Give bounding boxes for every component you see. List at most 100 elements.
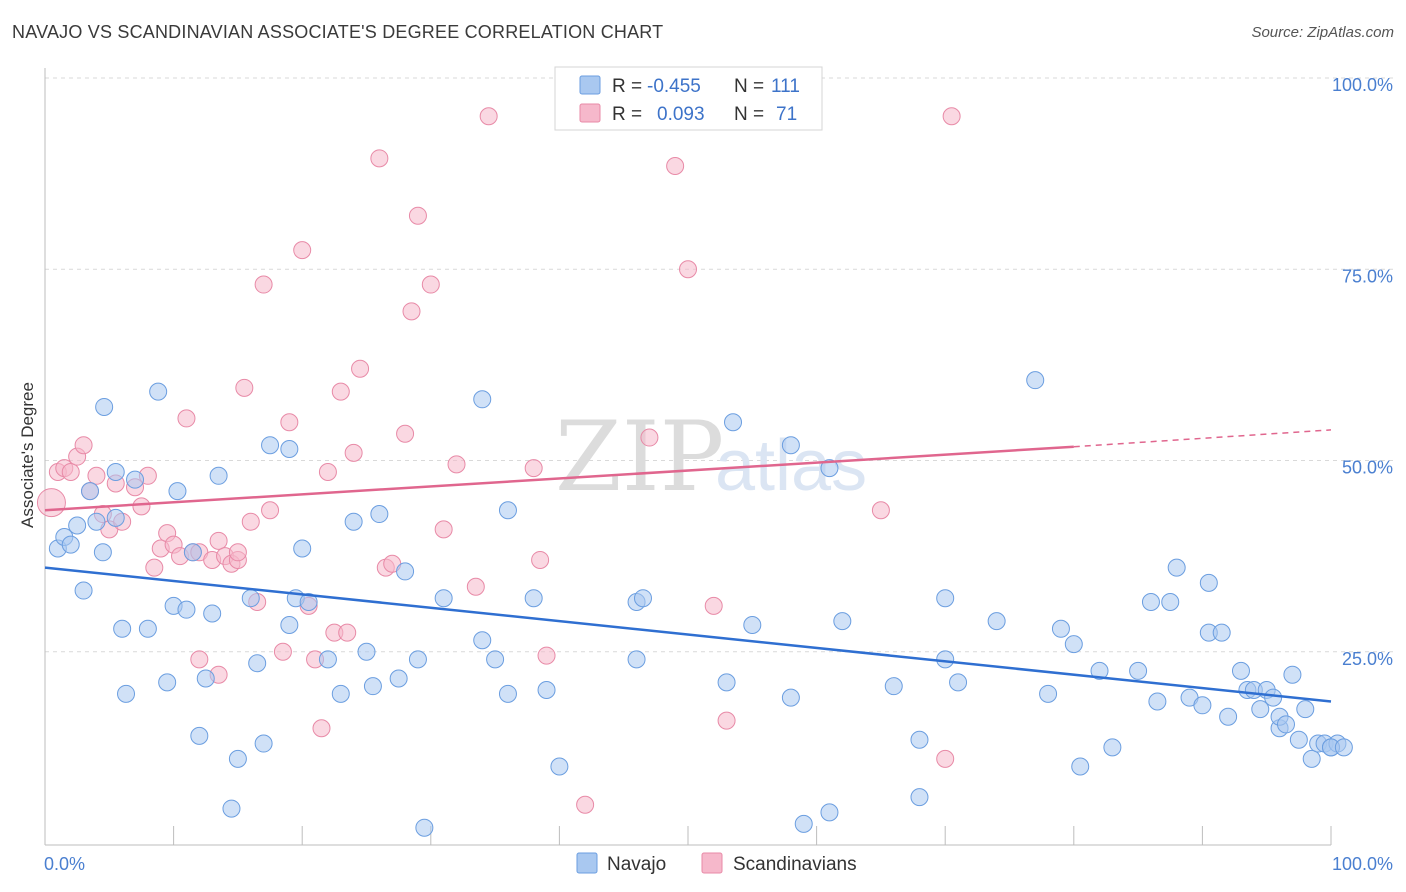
data-point [871,501,890,520]
trend-line-navajo [44,566,1332,703]
data-point [36,488,66,518]
y-tick-label: 50.0% [1342,458,1393,478]
data-point [717,711,736,730]
data-point [531,550,550,569]
data-point [241,512,260,531]
data-point [781,688,800,707]
data-point [640,428,659,447]
data-point [447,455,466,474]
data-point [724,413,743,432]
data-point [68,516,87,535]
trend-lines [44,429,1332,703]
data-point [1231,661,1250,680]
data-point [408,650,427,669]
data-point [1334,738,1353,757]
data-point [1212,623,1231,642]
x-tick-label: 100.0% [1332,854,1393,874]
data-point [1264,688,1283,707]
data-point [87,466,106,485]
data-point [910,730,929,749]
data-point [1302,749,1321,768]
data-point [318,462,337,481]
y-tick-label: 25.0% [1342,649,1393,669]
data-point [344,443,363,462]
data-point [479,107,498,126]
data-point [1071,757,1090,776]
stats-r-label: R = [612,76,642,97]
data-point [1148,692,1167,711]
data-point [1161,593,1180,612]
data-point [627,650,646,669]
data-point [254,734,273,753]
data-point [743,615,762,634]
data-point [280,440,299,459]
data-point [126,470,145,489]
data-point [241,589,260,608]
data-point [338,623,357,642]
data-point [820,459,839,478]
y-tick-labels: 25.0% 50.0% 75.0% 100.0% [1332,75,1393,669]
data-point [261,436,280,455]
data-point [331,382,350,401]
data-point [910,788,929,807]
legend-swatch-scandinavians [701,852,723,874]
stats-n-value: 111 [771,76,800,97]
data-point [524,459,543,478]
bottom-legend: Navajo Scandinavians [576,852,857,875]
data-point [261,501,280,520]
grid-lines [45,77,1393,653]
stats-swatch-navajo [579,75,601,95]
data-point [312,719,331,738]
data-point [666,156,685,175]
data-point [318,650,337,669]
legend-label-navajo: Navajo [607,854,666,875]
data-point [74,581,93,600]
data-point [228,543,247,562]
legend-label-scandinavians: Scandinavians [733,854,857,875]
data-point [351,359,370,378]
stats-r-value: -0.455 [647,76,701,97]
data-point [1090,661,1109,680]
data-point [203,604,222,623]
data-point [145,558,164,577]
data-point [1026,371,1045,390]
x-tick-labels: 0.0% 100.0% [44,854,1393,874]
data-point [248,654,267,673]
data-point [781,436,800,455]
data-point [183,543,202,562]
data-point [158,673,177,692]
data-point [106,508,125,527]
data-point [190,650,209,669]
chart-title: NAVAJO VS SCANDINAVIAN ASSOCIATE'S DEGRE… [12,22,664,42]
data-point [1064,635,1083,654]
data-point [434,589,453,608]
data-point [138,619,157,638]
data-point [1296,700,1315,719]
data-point [1199,573,1218,592]
data-point [1103,738,1122,757]
data-point [498,501,517,520]
data-point [117,684,136,703]
stats-n-value: 71 [776,104,797,125]
data-point [81,482,100,501]
series-scandinavians [36,107,961,814]
data-point [1251,700,1270,719]
data-point [466,577,485,596]
data-point [942,107,961,126]
trend-line-scandinavians [44,445,1074,512]
data-point [61,535,80,554]
stats-legend: R = -0.455 N = 111 R = 0.093 N = 71 [554,66,823,131]
data-point [1219,707,1238,726]
data-point [370,505,389,524]
data-point [537,681,556,699]
data-point [357,642,376,661]
data-point [884,677,903,696]
data-point [1141,593,1160,612]
trend-line-scandinavians-extension [1073,429,1332,448]
data-point [61,462,80,481]
data-point [949,673,968,692]
data-point [396,562,415,581]
data-point [1283,665,1302,684]
data-point [1039,684,1058,703]
